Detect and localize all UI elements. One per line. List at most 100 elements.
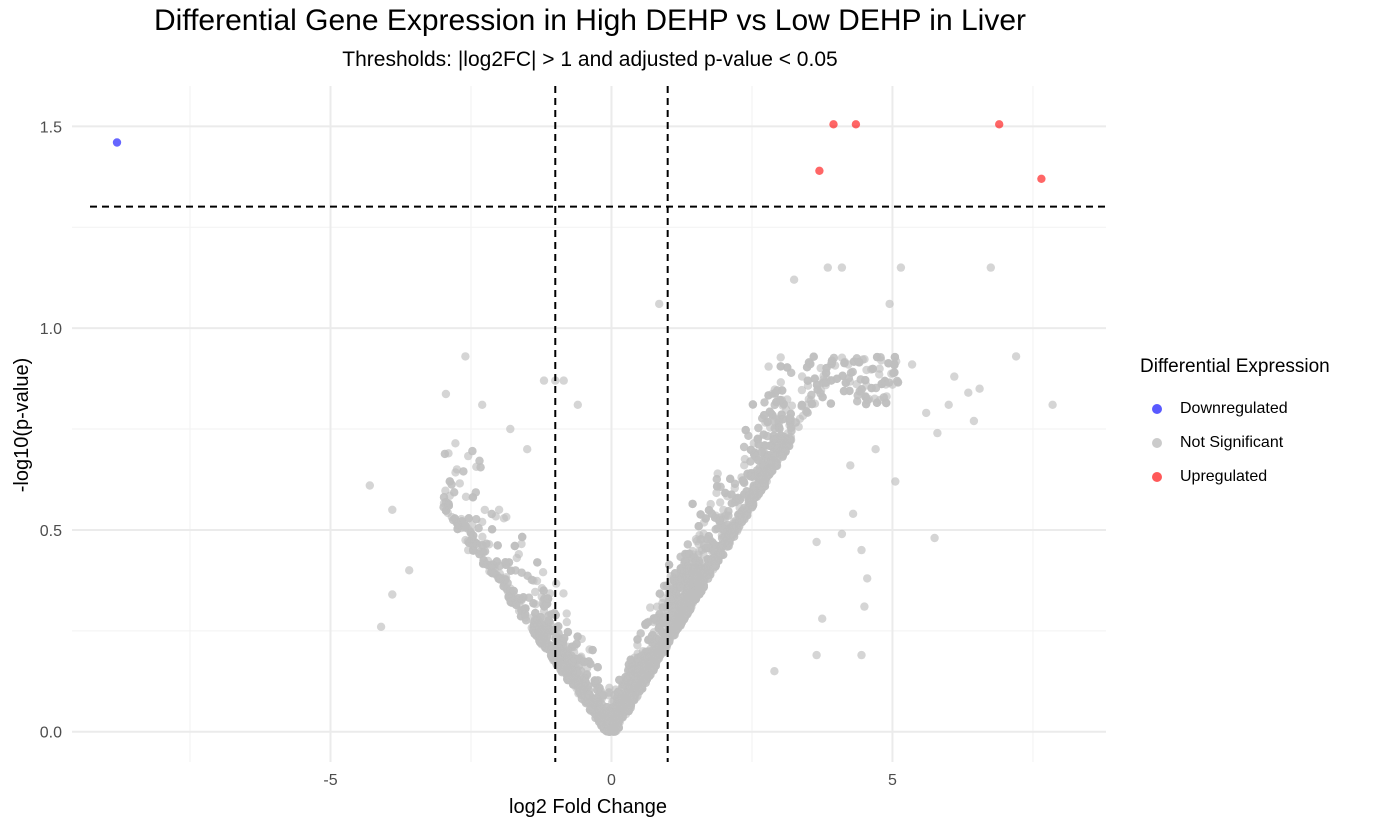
data-point-not-significant (877, 356, 886, 365)
data-point-not-significant (867, 383, 876, 393)
data-point-not-significant (907, 360, 917, 369)
data-point-not-significant (680, 567, 689, 577)
x-tick-label: -5 (323, 772, 337, 789)
data-point-not-significant (797, 400, 807, 410)
data-point-not-significant (694, 582, 704, 591)
data-point-not-significant (527, 575, 536, 585)
data-point-upregulated (851, 120, 861, 129)
data-point-not-significant (882, 398, 891, 408)
data-point-not-significant (562, 609, 571, 618)
data-point-not-significant (457, 517, 466, 526)
chart-subtitle: Thresholds: |log2FC| > 1 and adjusted p-… (342, 48, 838, 71)
data-point-not-significant (506, 424, 515, 434)
data-point-not-significant (703, 562, 712, 571)
data-point-not-significant (813, 385, 822, 394)
data-point-not-significant (770, 667, 779, 676)
data-point-not-significant (656, 620, 665, 630)
data-point-not-significant (768, 466, 777, 476)
data-point-not-significant (585, 705, 595, 714)
data-point-not-significant (626, 655, 635, 664)
data-point-not-significant (857, 545, 866, 555)
x-tick-label: 0 (607, 772, 616, 789)
data-point-not-significant (613, 716, 622, 726)
data-point-not-significant (786, 414, 795, 424)
data-point-not-significant (494, 505, 504, 514)
data-point-not-significant (863, 574, 872, 583)
data-point-not-significant (637, 652, 646, 661)
y-axis-title: -log10(p-value) (11, 358, 33, 493)
data-point-not-significant (441, 389, 451, 399)
threshold-layer (90, 86, 1106, 762)
legend: Differential Expression Downregulated No… (1140, 356, 1330, 494)
data-point-not-significant (470, 538, 480, 547)
data-point-not-significant (573, 632, 582, 641)
data-point-not-significant (944, 400, 953, 409)
data-point-not-significant (735, 516, 744, 525)
x-axis-title: log2 Fold Change (509, 796, 667, 818)
data-point-not-significant (704, 543, 713, 552)
data-point-not-significant (468, 493, 478, 502)
data-point-not-significant (778, 452, 787, 461)
data-point-not-significant (626, 672, 635, 681)
data-point-not-significant (646, 603, 655, 612)
data-point-not-significant (1011, 352, 1021, 361)
data-point-not-significant (860, 602, 869, 611)
data-point-not-significant (854, 357, 863, 367)
data-point-not-significant (560, 634, 569, 643)
data-point-not-significant (739, 477, 748, 486)
data-point-not-significant (480, 505, 489, 515)
data-point-not-significant (559, 589, 568, 598)
legend-label-downregulated: Downregulated (1180, 400, 1288, 417)
data-point-not-significant (681, 609, 690, 618)
data-point-not-significant (451, 439, 460, 448)
data-point-not-significant (537, 619, 546, 629)
points-layer (112, 120, 1057, 736)
data-point-not-significant (754, 423, 763, 433)
data-point-not-significant (767, 457, 776, 467)
data-point-not-significant (466, 528, 475, 538)
data-point-not-significant (884, 359, 893, 368)
data-point-not-significant (376, 622, 386, 631)
data-point-not-significant (871, 445, 880, 454)
data-point-not-significant (552, 655, 561, 664)
data-point-not-significant (450, 514, 459, 523)
data-point-not-significant (599, 691, 608, 700)
data-point-not-significant (568, 657, 577, 667)
data-point-not-significant (818, 614, 827, 623)
data-point-not-significant (452, 465, 462, 474)
data-point-not-significant (630, 682, 639, 692)
data-point-not-significant (823, 263, 832, 272)
data-point-not-significant (837, 263, 847, 272)
data-point-not-significant (739, 442, 749, 452)
data-point-not-significant (517, 539, 526, 549)
data-point-not-significant (474, 524, 483, 533)
data-point-not-significant (670, 616, 679, 625)
data-point-not-significant (510, 541, 519, 551)
data-point-not-significant (572, 639, 581, 649)
data-point-not-significant (760, 398, 769, 407)
data-point-not-significant (746, 472, 755, 481)
data-point-not-significant (664, 560, 674, 569)
data-point-not-significant (880, 376, 889, 386)
chart-title: Differential Gene Expression in High DEH… (153, 4, 1027, 37)
data-point-not-significant (933, 428, 942, 438)
data-point-not-significant (494, 574, 503, 583)
data-point-not-significant (478, 532, 487, 541)
data-point-not-significant (727, 490, 736, 499)
data-point-not-significant (759, 430, 768, 439)
data-point-not-significant (783, 363, 792, 372)
data-point-not-significant (444, 449, 453, 458)
data-point-not-significant (560, 648, 569, 658)
data-point-not-significant (613, 694, 622, 703)
data-point-not-significant (602, 716, 611, 726)
data-point-not-significant (573, 400, 582, 409)
data-point-not-significant (541, 643, 550, 652)
data-point-not-significant (891, 477, 900, 486)
data-point-not-significant (518, 532, 527, 542)
data-point-not-significant (827, 356, 837, 365)
data-point-not-significant (633, 635, 642, 644)
data-point-not-significant (676, 582, 685, 591)
data-point-not-significant (753, 434, 762, 443)
data-point-not-significant (610, 727, 620, 736)
data-point-not-significant (523, 445, 532, 454)
